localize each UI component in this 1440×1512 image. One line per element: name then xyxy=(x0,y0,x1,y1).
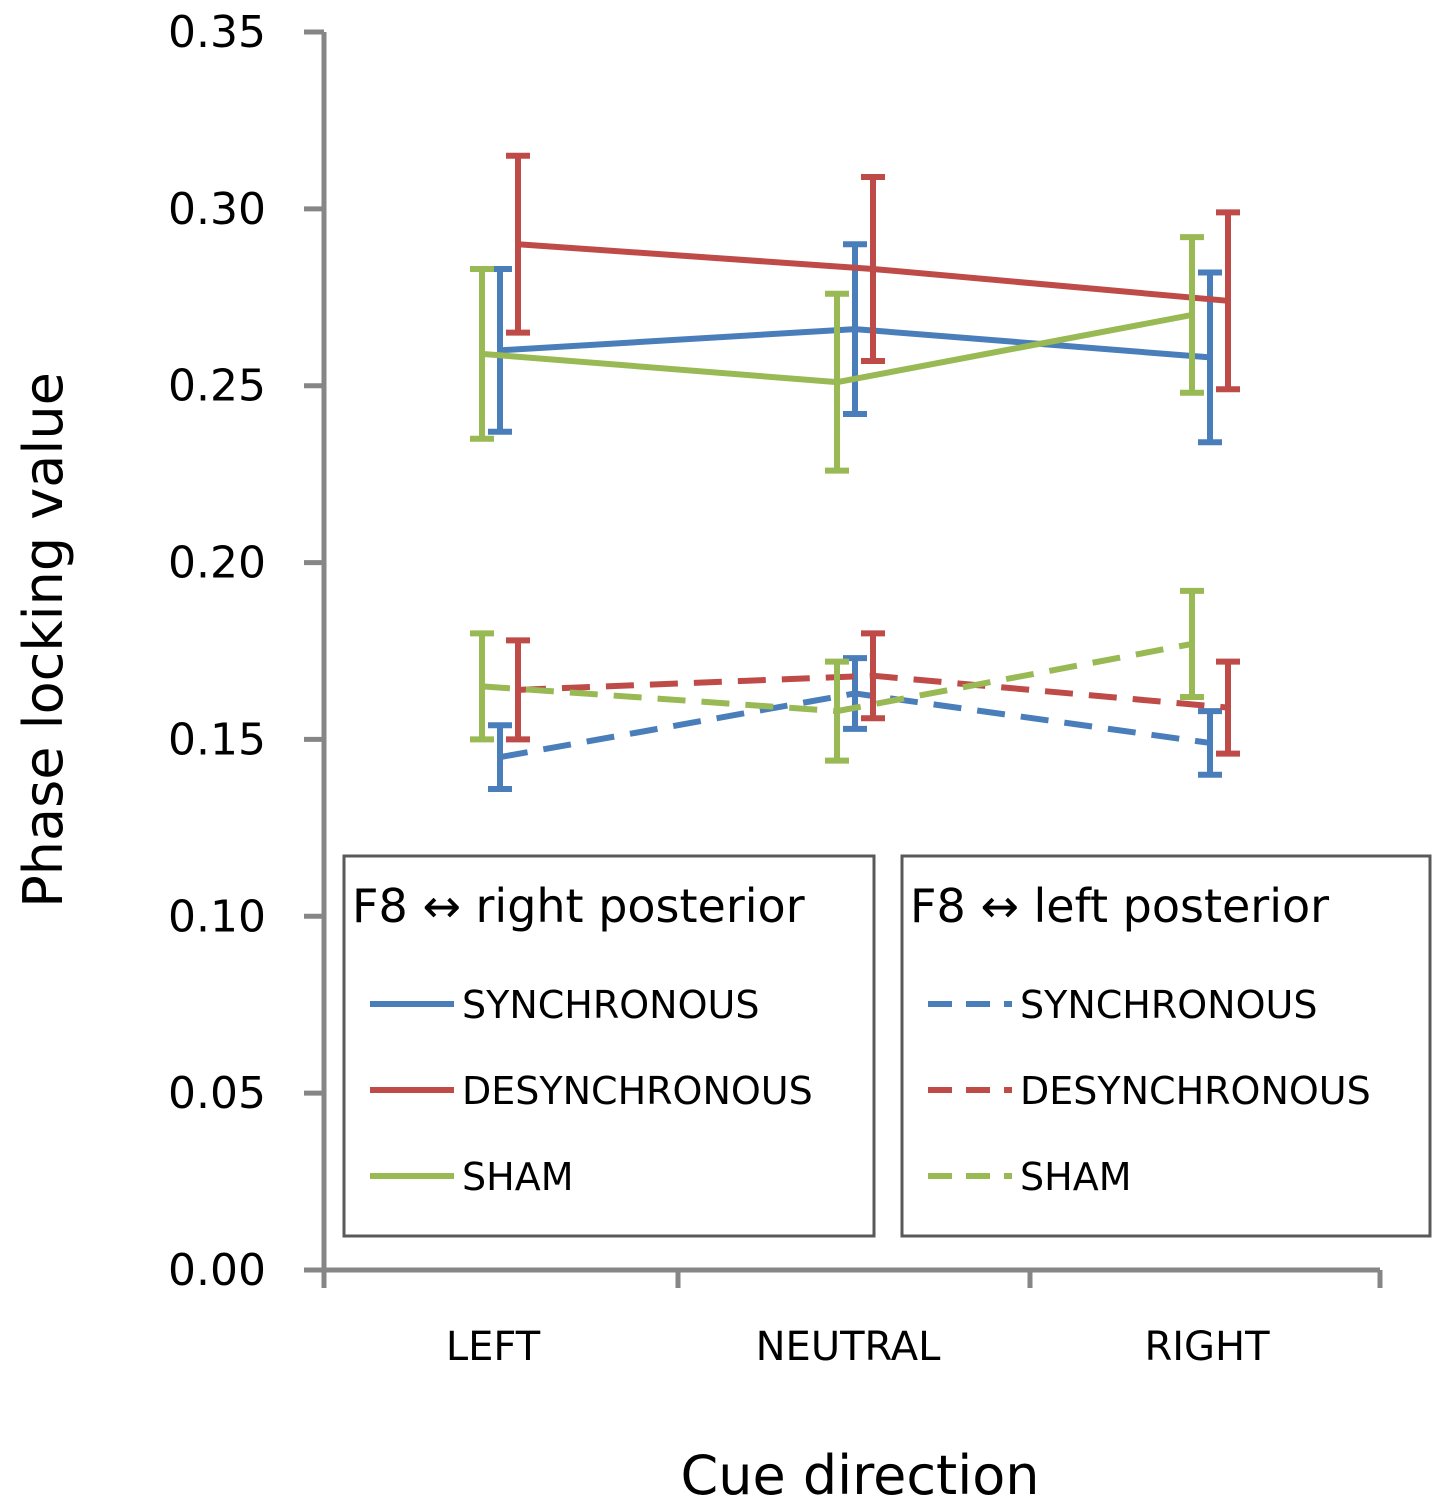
data-point xyxy=(479,350,485,357)
legend-label: SYNCHRONOUS xyxy=(462,983,759,1027)
data-point xyxy=(1225,704,1231,711)
legend-label: SYNCHRONOUS xyxy=(1020,983,1317,1027)
x-axis-title: Cue direction xyxy=(681,1444,1040,1507)
series-left-synchronous xyxy=(488,655,1222,792)
data-point xyxy=(515,686,521,693)
data-point xyxy=(497,754,503,761)
data-point xyxy=(1189,640,1195,647)
data-point xyxy=(479,683,485,690)
y-tick-label: 0.35 xyxy=(168,7,266,58)
legend-box-left-posterior: F8 ↔ left posterior SYNCHRONOUS DESYNCHRON… xyxy=(900,854,1432,1238)
series-right-desynchronous xyxy=(506,152,1240,393)
axes: 0.00 0.05 0.10 0.15 0.20 0.25 0.30 0.35 LEFT NEUT… xyxy=(168,7,1383,1370)
y-tick-label: 0.00 xyxy=(168,1245,266,1296)
series-left-sham xyxy=(470,587,1204,764)
legend-frame xyxy=(900,854,1432,1238)
data-point xyxy=(1207,354,1213,361)
data-point xyxy=(1225,297,1231,304)
series-left-desynchronous xyxy=(506,630,1240,757)
data-point xyxy=(834,708,840,715)
data-point xyxy=(834,379,840,386)
y-tick-label: 0.15 xyxy=(168,714,266,765)
legend-frame xyxy=(342,854,876,1238)
y-tick-label: 0.05 xyxy=(168,1068,266,1119)
legend-label: DESYNCHRONOUS xyxy=(1020,1069,1371,1113)
x-tick-label: LEFT xyxy=(446,1324,541,1370)
y-tick-label: 0.20 xyxy=(168,538,266,589)
legend-label: SHAM xyxy=(462,1155,573,1199)
legend-title: F8 ↔ left posterior xyxy=(910,879,1329,933)
y-axis-title: Phase locking value xyxy=(12,372,75,908)
y-tick-label: 0.30 xyxy=(168,184,266,235)
data-point xyxy=(497,347,503,354)
x-tick-label: RIGHT xyxy=(1144,1324,1270,1370)
legend-title: F8 ↔ right posterior xyxy=(352,879,805,933)
legend-label: DESYNCHRONOUS xyxy=(462,1069,813,1113)
series-right-sham xyxy=(470,234,1204,474)
data-point xyxy=(852,690,858,697)
legend: F8 ↔ right posterior SYNCHRONOUS DESYNCHRO… xyxy=(342,854,1432,1238)
legend-box-right-posterior: F8 ↔ right posterior SYNCHRONOUS DESYNCHRO… xyxy=(342,854,876,1238)
data-point xyxy=(870,672,876,679)
data-point xyxy=(515,241,521,248)
series-layer xyxy=(470,152,1240,792)
data-point xyxy=(1189,311,1195,318)
series-right-synchronous xyxy=(488,241,1222,446)
x-tick-label: NEUTRAL xyxy=(756,1324,941,1370)
data-point xyxy=(1207,739,1213,746)
y-tick-label: 0.25 xyxy=(168,361,266,412)
data-point xyxy=(870,265,876,272)
y-tick-label: 0.10 xyxy=(168,891,266,942)
data-point xyxy=(852,326,858,333)
legend-label: SHAM xyxy=(1020,1155,1131,1199)
